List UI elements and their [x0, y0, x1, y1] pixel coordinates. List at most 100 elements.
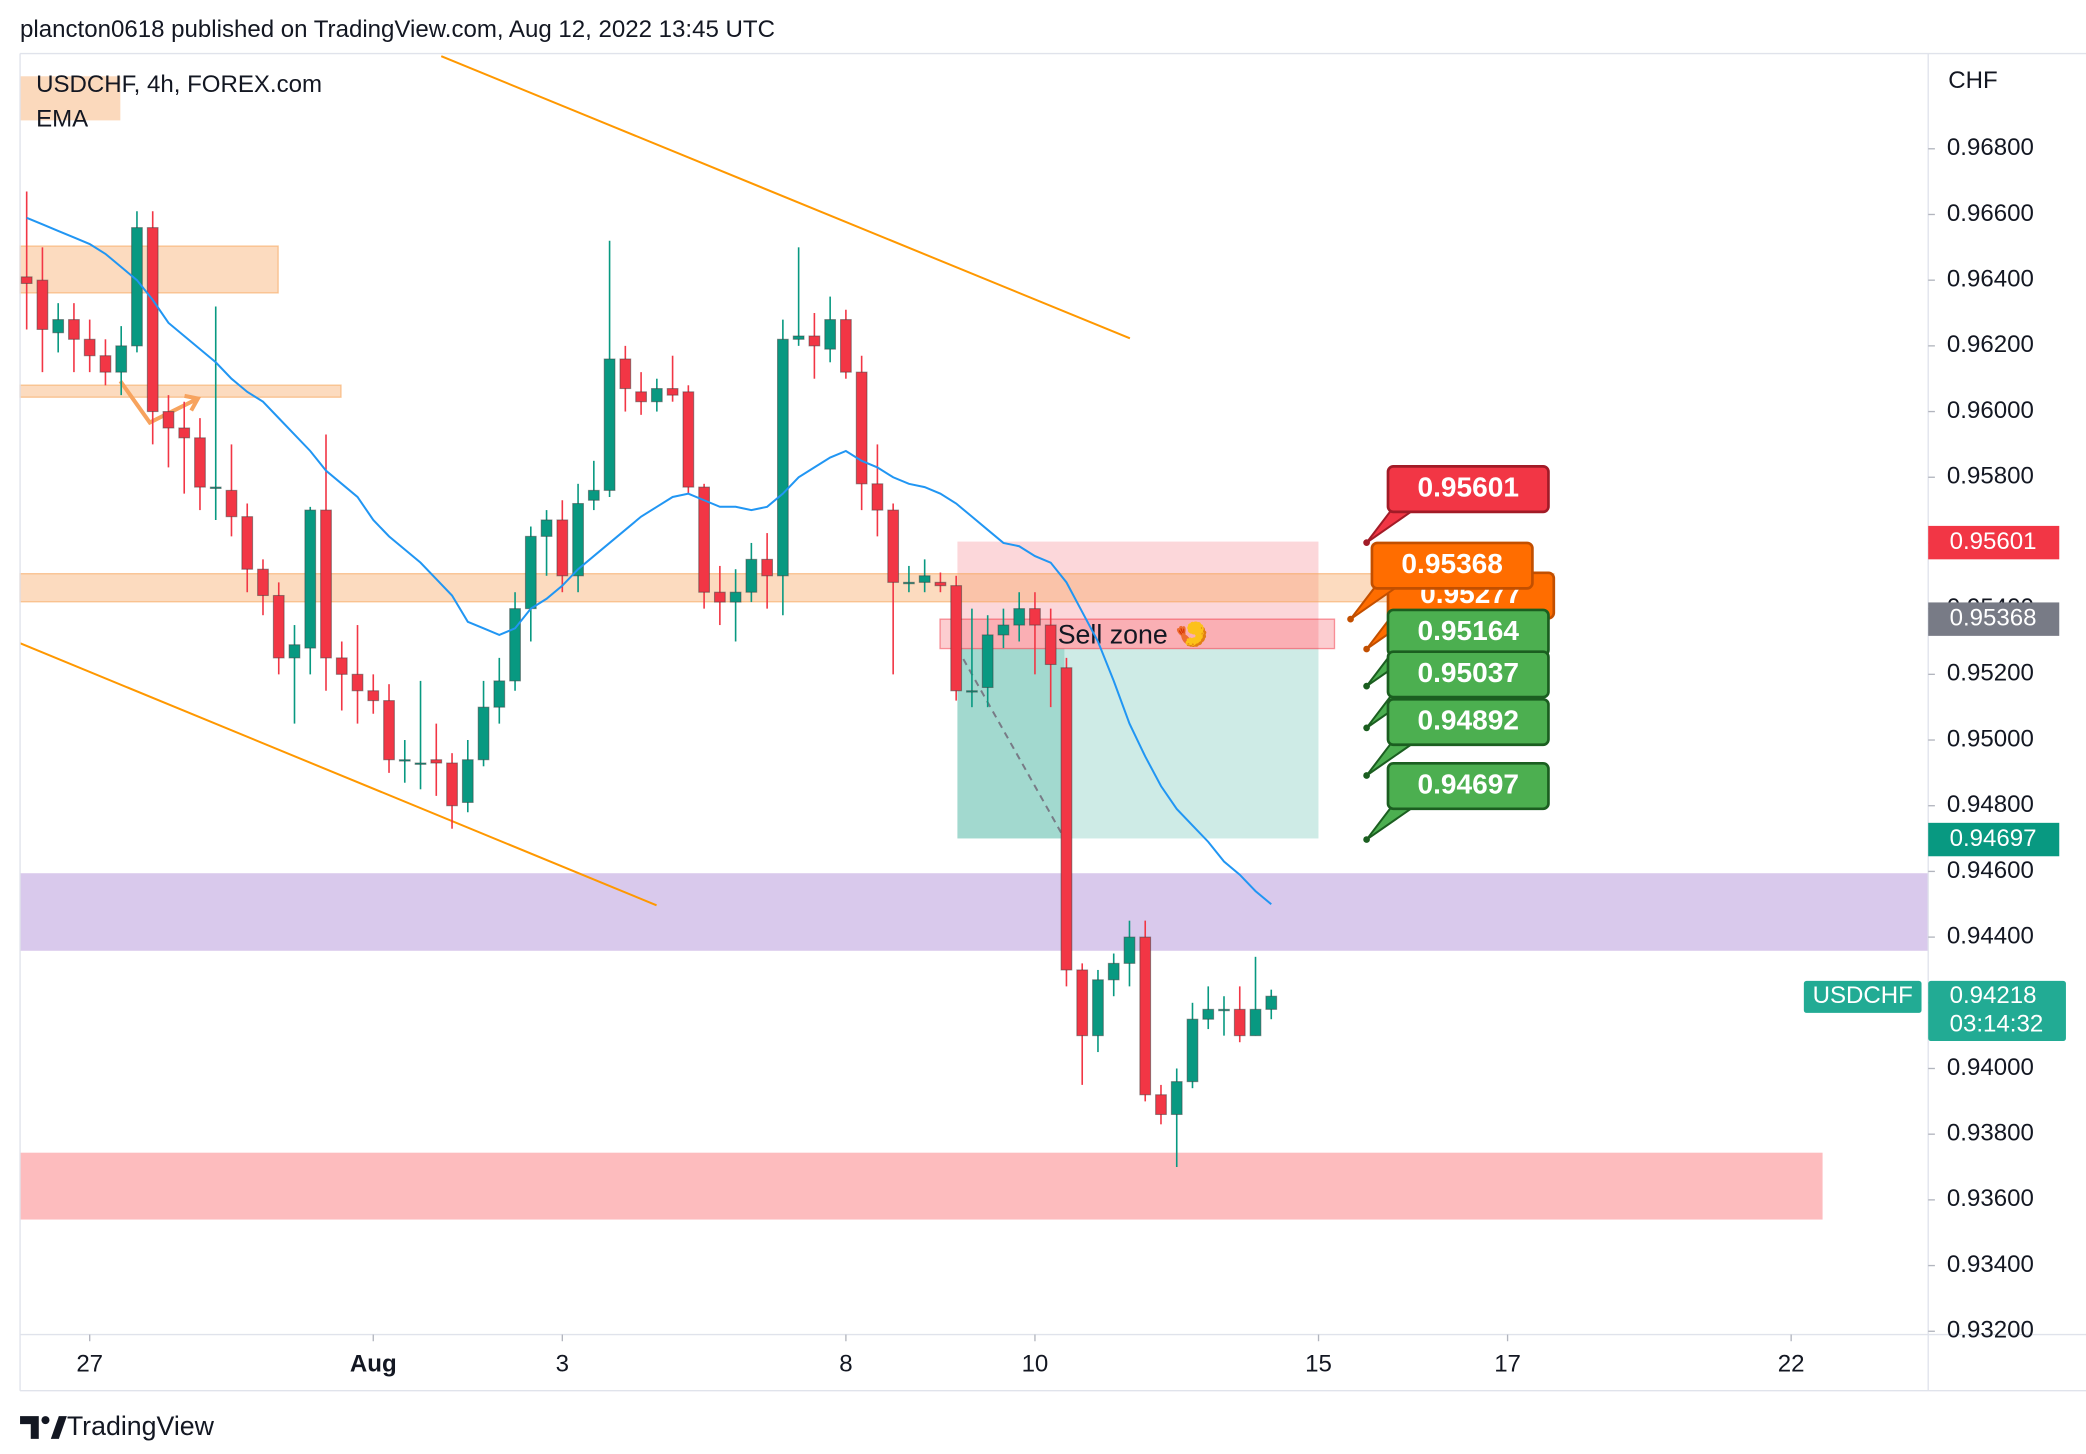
annotation: Sell zone 🍤 — [1058, 620, 1209, 650]
candle-body — [1218, 1008, 1230, 1012]
y-tick-label: 0.95000 — [1947, 725, 2034, 752]
candle-body — [115, 345, 128, 373]
y-tick-label: 0.93800 — [1947, 1120, 2034, 1147]
candle-body — [855, 371, 868, 485]
candle-body — [871, 483, 884, 511]
price-label: 0.94697 — [1950, 825, 2037, 852]
logo — [20, 1416, 67, 1439]
price-label-box — [1928, 525, 2060, 560]
x-tick-label: 17 — [1494, 1351, 1521, 1378]
candle-body — [367, 690, 380, 702]
candle-body — [83, 338, 96, 357]
callout-box — [1370, 541, 1534, 590]
y-tick-label: 0.93200 — [1947, 1317, 2034, 1344]
callout-tail — [1365, 805, 1418, 841]
symbol-box — [1803, 980, 1922, 1013]
candle-body — [1044, 624, 1057, 666]
callout-label: 0.95164 — [1417, 615, 1519, 646]
candle-body — [619, 358, 632, 390]
last-price: 0.94218 — [1950, 982, 2037, 1009]
x-tick-label: Aug — [350, 1351, 397, 1378]
y-tick-label: 0.94000 — [1947, 1054, 2034, 1081]
candle-body — [509, 608, 521, 682]
candle-body — [1107, 962, 1120, 981]
candle-body — [698, 486, 710, 593]
candle-body — [950, 585, 963, 692]
x-tick-label: 8 — [839, 1351, 852, 1378]
candle-body — [666, 388, 679, 396]
callout-label: 0.95037 — [1417, 657, 1518, 688]
y-tick-label: 0.94600 — [1947, 857, 2034, 884]
candle-body — [1139, 936, 1152, 1096]
callout-box — [1386, 650, 1550, 699]
candle-body — [635, 391, 647, 403]
price-label-box — [1928, 602, 2060, 636]
candle-body — [194, 437, 206, 488]
candle-body — [146, 227, 159, 413]
candle-body — [288, 644, 301, 659]
callout-label: 0.95601 — [1417, 472, 1518, 503]
candle-body — [36, 279, 49, 330]
candle-body — [1123, 936, 1136, 964]
stop-area — [957, 541, 1319, 649]
trend-line — [19, 642, 657, 907]
callout-label: 0.94697 — [1417, 768, 1518, 799]
ema-line — [26, 216, 1272, 906]
byline: plancton0618 published on TradingView.co… — [20, 16, 775, 43]
callout: 0.94892 — [1363, 697, 1550, 779]
candle-body — [1265, 995, 1278, 1010]
candle-body — [540, 519, 553, 537]
candle-body — [225, 489, 238, 518]
candle-body — [178, 427, 191, 439]
candle-body — [903, 581, 915, 585]
callout: 0.95037 — [1363, 650, 1550, 732]
logo-mark — [50, 1416, 67, 1439]
candle-body — [587, 489, 600, 501]
candle-body — [461, 759, 474, 803]
candle-body — [493, 680, 506, 708]
candle-body — [477, 706, 490, 761]
candle-body — [351, 673, 364, 692]
candle-body — [131, 227, 143, 347]
y-tick-label: 0.96600 — [1947, 200, 2034, 227]
price-label-box — [1928, 822, 2060, 857]
candle-body — [398, 759, 411, 762]
candle-body — [52, 319, 65, 334]
candle-body — [20, 276, 33, 284]
candle-body — [1202, 1008, 1215, 1020]
candle-body — [383, 700, 395, 761]
y-tick-label: 0.95800 — [1947, 463, 2034, 490]
brand: TradingView — [67, 1411, 215, 1441]
candle-body — [1155, 1094, 1167, 1116]
callout-point — [1363, 836, 1370, 843]
candle-body — [162, 411, 175, 429]
callout-tail — [1365, 508, 1418, 544]
resistance-zone — [19, 573, 1555, 603]
y-tick-label: 0.93400 — [1947, 1251, 2034, 1278]
price-label: 0.95368 — [1950, 605, 2037, 632]
candle-body — [414, 762, 427, 765]
candle-body — [966, 690, 978, 693]
y-tick-label: 0.94400 — [1947, 922, 2034, 949]
callout-point — [1347, 615, 1354, 623]
candle-body — [1060, 667, 1073, 971]
last-price-box — [1928, 980, 2066, 1042]
y-tick-label: 0.96800 — [1947, 134, 2034, 161]
candle-body — [1076, 969, 1089, 1037]
candle-body — [1092, 979, 1104, 1037]
candle-body — [981, 634, 994, 689]
candle-body — [776, 338, 789, 577]
arrow — [118, 379, 201, 426]
candle-body — [934, 581, 947, 587]
candle-body — [430, 759, 443, 764]
target-zone — [20, 1152, 1823, 1220]
candle-body — [997, 624, 1010, 636]
logo-mark — [20, 1416, 39, 1439]
demand-zone — [19, 384, 342, 398]
candle-body — [272, 594, 285, 659]
candle-body — [257, 568, 269, 597]
callout-label: 0.94892 — [1417, 704, 1518, 735]
callout-point — [1363, 724, 1370, 732]
